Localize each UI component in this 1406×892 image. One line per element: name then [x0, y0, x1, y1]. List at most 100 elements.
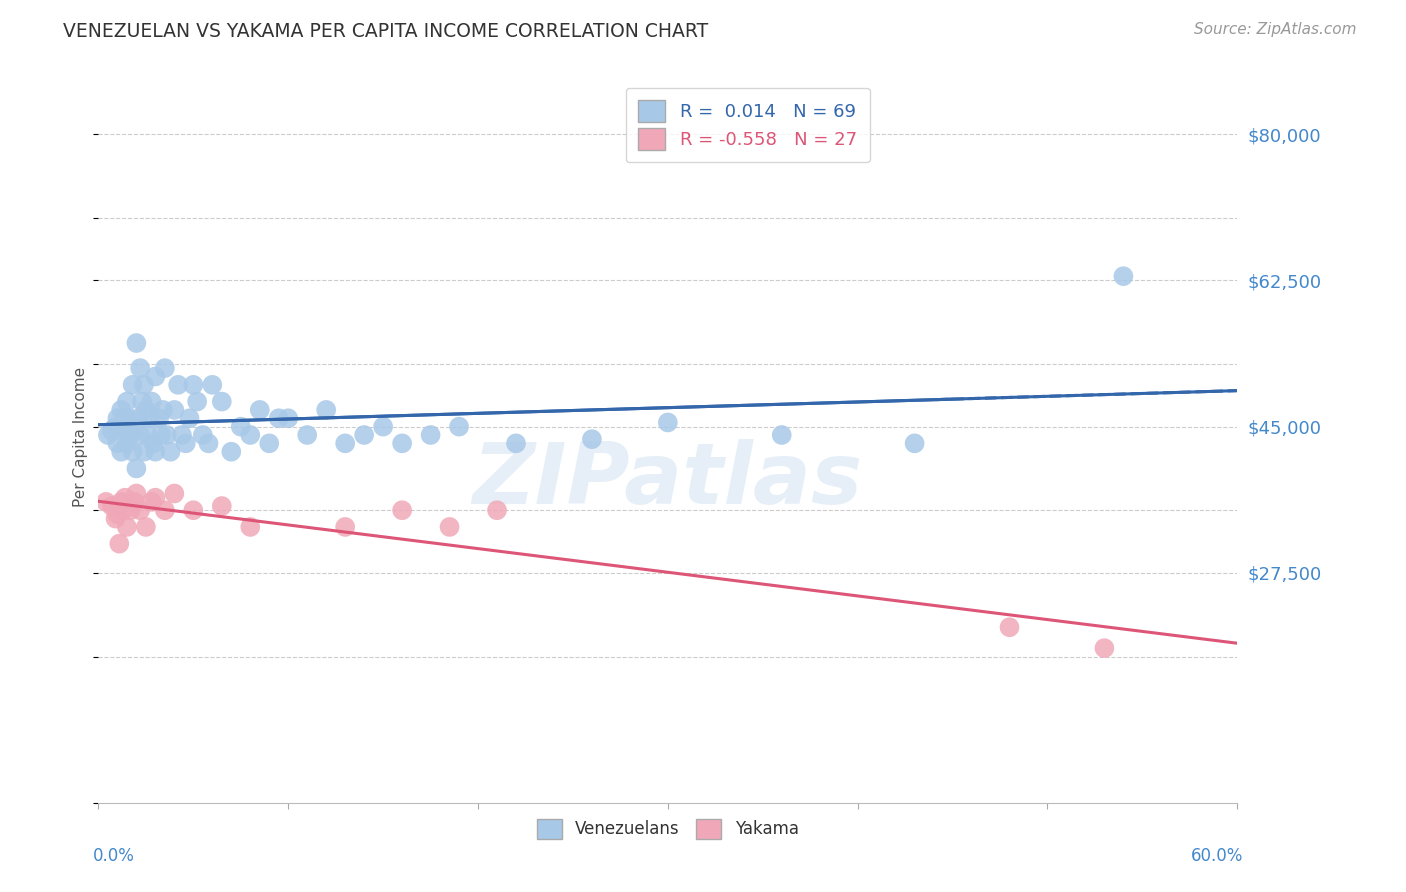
Point — [1112, 269, 1135, 284]
Point — [107, 508, 129, 522]
Point — [183, 503, 205, 517]
Point — [657, 416, 679, 430]
Point — [249, 403, 271, 417]
Point — [110, 403, 132, 417]
Point — [221, 444, 243, 458]
Point — [191, 428, 214, 442]
Point — [505, 436, 527, 450]
Text: Source: ZipAtlas.com: Source: ZipAtlas.com — [1194, 22, 1357, 37]
Point — [136, 428, 159, 442]
Point — [211, 394, 233, 409]
Point — [121, 377, 143, 392]
Y-axis label: Per Capita Income: Per Capita Income — [73, 367, 87, 508]
Point — [118, 411, 141, 425]
Point — [107, 411, 129, 425]
Point — [124, 495, 146, 509]
Point — [277, 411, 299, 425]
Point — [125, 336, 148, 351]
Point — [174, 436, 197, 450]
Point — [97, 428, 120, 442]
Point — [138, 411, 160, 425]
Point — [211, 499, 233, 513]
Point — [201, 377, 224, 392]
Point — [104, 419, 127, 434]
Point — [297, 428, 319, 442]
Point — [315, 403, 337, 417]
Point — [115, 436, 138, 450]
Point — [142, 436, 165, 450]
Point — [100, 424, 122, 438]
Point — [335, 436, 357, 450]
Point — [145, 444, 167, 458]
Point — [114, 411, 136, 425]
Point — [259, 436, 281, 450]
Point — [167, 377, 190, 392]
Point — [371, 419, 394, 434]
Point — [419, 428, 441, 442]
Point — [152, 403, 174, 417]
Point — [449, 419, 471, 434]
Point — [148, 411, 170, 425]
Point — [127, 411, 149, 425]
Point — [145, 491, 167, 505]
Point — [124, 419, 146, 434]
Point — [770, 428, 793, 442]
Point — [998, 620, 1021, 634]
Point — [239, 520, 262, 534]
Text: VENEZUELAN VS YAKAMA PER CAPITA INCOME CORRELATION CHART: VENEZUELAN VS YAKAMA PER CAPITA INCOME C… — [63, 22, 709, 41]
Point — [141, 495, 163, 509]
Point — [156, 428, 179, 442]
Point — [150, 428, 173, 442]
Point — [107, 436, 129, 450]
Text: ZIPatlas: ZIPatlas — [472, 440, 863, 523]
Point — [112, 419, 135, 434]
Point — [239, 428, 262, 442]
Point — [131, 394, 153, 409]
Point — [120, 428, 142, 442]
Point — [229, 419, 252, 434]
Point — [100, 499, 122, 513]
Point — [353, 428, 375, 442]
Point — [135, 403, 157, 417]
Point — [94, 495, 117, 509]
Point — [183, 377, 205, 392]
Point — [132, 444, 155, 458]
Text: 0.0%: 0.0% — [93, 847, 135, 864]
Point — [129, 361, 152, 376]
Point — [179, 411, 201, 425]
Point — [439, 520, 461, 534]
Point — [129, 428, 152, 442]
Point — [115, 394, 138, 409]
Point — [163, 486, 186, 500]
Point — [197, 436, 219, 450]
Point — [115, 520, 138, 534]
Point — [121, 444, 143, 458]
Point — [391, 503, 413, 517]
Point — [120, 503, 142, 517]
Legend: Venezuelans, Yakama: Venezuelans, Yakama — [530, 812, 806, 846]
Point — [114, 491, 136, 505]
Point — [904, 436, 927, 450]
Point — [1094, 641, 1116, 656]
Point — [145, 369, 167, 384]
Point — [125, 486, 148, 500]
Point — [153, 361, 176, 376]
Point — [104, 511, 127, 525]
Point — [135, 520, 157, 534]
Point — [581, 432, 603, 446]
Point — [125, 461, 148, 475]
Text: 60.0%: 60.0% — [1191, 847, 1243, 864]
Point — [163, 403, 186, 417]
Point — [391, 436, 413, 450]
Point — [110, 444, 132, 458]
Point — [129, 503, 152, 517]
Point — [186, 394, 208, 409]
Point — [335, 520, 357, 534]
Point — [141, 394, 163, 409]
Point — [486, 503, 509, 517]
Point — [170, 428, 193, 442]
Point — [153, 503, 176, 517]
Point — [112, 503, 135, 517]
Point — [110, 495, 132, 509]
Point — [132, 377, 155, 392]
